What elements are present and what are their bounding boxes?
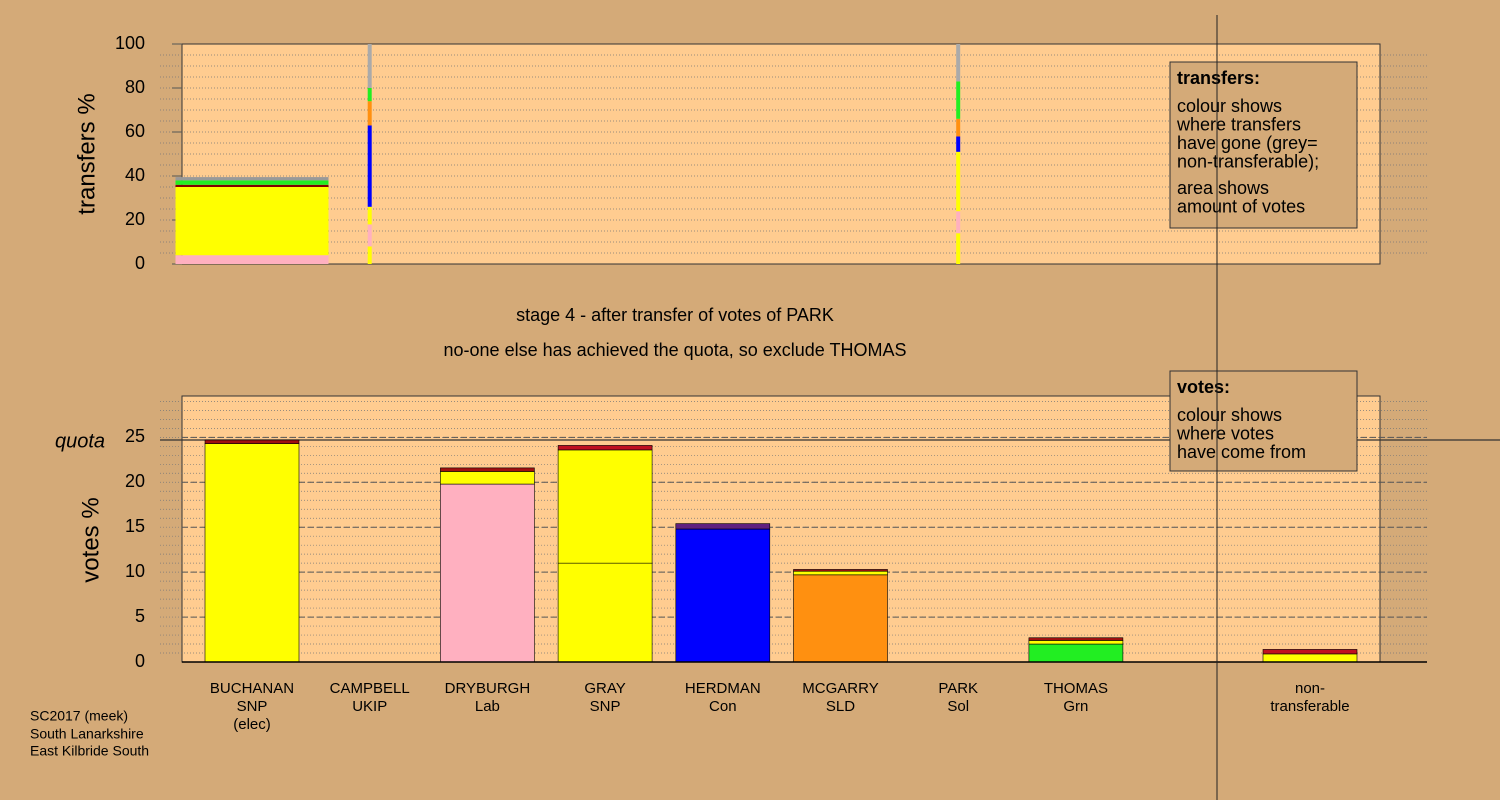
bar-segment [1028,637,1124,641]
legend-text: colour shows [1177,405,1282,425]
x-tick-label: SNP [237,698,268,715]
bar-segment [1028,640,1124,645]
x-tick-label: GRAY [584,680,625,697]
x-tick-label: (elec) [233,716,271,733]
bar-segment [956,81,961,119]
legend-text: amount of votes [1177,196,1305,216]
x-tick-label: UKIP [352,698,387,715]
bar-segment [440,467,535,472]
bar-segment [367,246,372,264]
x-tick-label: PARK [938,680,978,697]
bar-segment [1262,649,1358,655]
bar-segment [175,184,329,187]
legend-title: transfers: [1177,68,1260,88]
x-tick-label: Con [709,698,737,715]
y-tick-label: 100 [115,33,145,53]
x-tick-label: MCGARRY [802,680,878,697]
bar-segment [675,528,771,663]
bar-segment [175,180,329,185]
bar-segment [440,483,535,663]
footer: SC2017 (meek) [30,708,128,724]
legend-text: colour shows [1177,96,1282,116]
bar-segment [956,211,961,234]
footer: South Lanarkshire [30,726,144,742]
legend-text: where transfers [1176,114,1301,134]
bar-segment [367,206,372,225]
y-tick-label: 20 [125,471,145,491]
bar-segment [367,101,372,126]
y-tick-label: 20 [125,209,145,229]
bar-segment [1028,643,1124,663]
quota-label: quota [55,430,105,452]
stage-note: no-one else has achieved the quota, so e… [444,340,907,360]
bar-segment [1262,653,1358,663]
y-tick-label: 25 [125,426,145,446]
x-tick-label: Grn [1063,698,1088,715]
y-axis-label: votes % [77,497,104,582]
bar-segment [204,443,300,663]
x-tick-label: transferable [1270,698,1349,715]
y-tick-label: 80 [125,77,145,97]
y-tick-label: 60 [125,121,145,141]
bar-segment [204,439,300,444]
x-tick-label: HERDMAN [685,680,761,697]
x-tick-label: SLD [826,698,855,715]
y-tick-label: 15 [125,516,145,536]
x-tick-label: Sol [947,698,969,715]
y-axis-label: transfers % [73,93,100,214]
bar-segment [367,125,372,207]
x-tick-label: BUCHANAN [210,680,294,697]
bar-segment [956,233,961,264]
x-tick-label: CAMPBELL [330,680,410,697]
y-tick-label: 0 [135,253,145,273]
bar-segment [367,44,372,88]
y-tick-label: 10 [125,561,145,581]
bar-segment [557,449,653,564]
bar-segment [793,574,888,663]
legend-text: area shows [1177,178,1269,198]
legend-title: votes: [1177,377,1230,397]
legend-box [1169,61,1358,229]
bar-segment [675,523,771,530]
footer: East Kilbride South [30,743,149,759]
x-tick-label: Lab [475,698,500,715]
x-tick-label: SNP [590,698,621,715]
bar-segment [956,118,961,137]
bar-segment [557,445,653,451]
legend-text: non-transferable); [1177,151,1319,171]
bar-segment [557,562,653,663]
bar-segment [367,88,372,102]
bar-segment [367,224,372,247]
legend-box [1169,370,1358,472]
legend-text: have come from [1177,442,1306,462]
legend-text: have gone (grey= [1177,133,1318,153]
y-tick-label: 40 [125,165,145,185]
bar-segment [175,177,329,181]
x-tick-label: THOMAS [1044,680,1108,697]
y-tick-label: 5 [135,606,145,626]
bar-segment [175,255,329,264]
x-tick-label: DRYBURGH [445,680,531,697]
bar-segment [956,44,961,82]
bar-segment [440,471,535,485]
bar-segment [956,136,961,152]
x-tick-label: non- [1295,680,1325,697]
bar-segment [956,151,961,212]
y-tick-label: 0 [135,651,145,671]
legend-text: where votes [1176,423,1274,443]
stage-title: stage 4 - after transfer of votes of PAR… [516,305,834,325]
bar-segment [793,570,888,576]
bar-segment [175,187,329,256]
bar-segment [793,569,888,572]
